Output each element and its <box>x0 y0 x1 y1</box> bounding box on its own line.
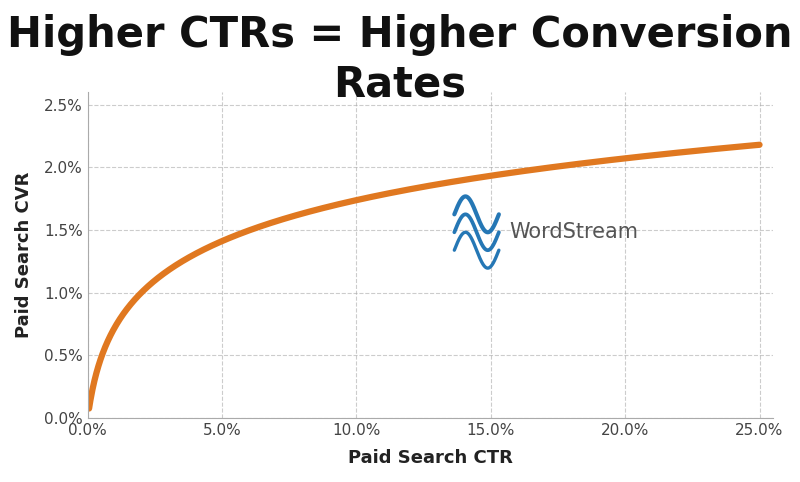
X-axis label: Paid Search CTR: Paid Search CTR <box>348 449 513 467</box>
Text: Higher CTRs = Higher Conversion
Rates: Higher CTRs = Higher Conversion Rates <box>7 14 793 105</box>
Y-axis label: Paid Search CVR: Paid Search CVR <box>15 172 33 338</box>
Text: WordStream: WordStream <box>510 222 638 242</box>
